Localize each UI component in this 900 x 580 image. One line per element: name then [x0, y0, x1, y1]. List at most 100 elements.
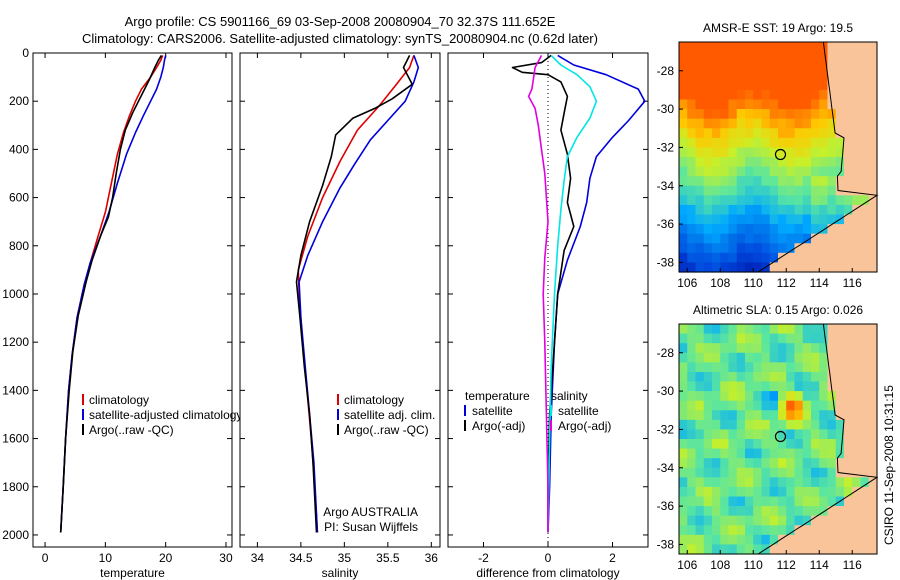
ocean-cell	[794, 458, 804, 469]
land-cell	[844, 61, 853, 72]
land-cell	[852, 233, 862, 244]
ocean-cell	[695, 400, 705, 411]
ocean-cell	[769, 128, 779, 139]
legend-entry: temperature	[465, 389, 530, 403]
ocean-cell	[778, 477, 787, 488]
land-cell	[868, 400, 878, 411]
ocean-cell	[736, 439, 746, 450]
ocean-cell	[753, 439, 763, 450]
ocean-cell	[687, 343, 697, 354]
land-cell	[860, 324, 870, 335]
ocean-cell	[811, 80, 820, 91]
ocean-cell	[819, 137, 829, 149]
ocean-cell	[761, 70, 771, 81]
ocean-cell	[728, 515, 738, 526]
ocean-cell	[720, 243, 730, 254]
ocean-cell	[687, 525, 697, 536]
ocean-cell	[736, 486, 746, 498]
land-cell	[835, 51, 845, 62]
land-cell	[868, 477, 878, 488]
ocean-cell	[679, 137, 688, 149]
temperature-panel: 0 10 20 30 0 200 400 600 800 1000 1200 1400 1600 1800…	[2, 46, 242, 580]
ocean-cell	[695, 458, 705, 469]
ocean-cell	[712, 525, 721, 536]
x-tick-label: 34.5	[289, 551, 313, 565]
ocean-cell	[712, 262, 721, 273]
ocean-cell	[827, 486, 837, 498]
ocean-cell	[778, 458, 787, 469]
ocean-cell	[720, 176, 730, 187]
ocean-cell	[769, 157, 779, 168]
ocean-cell	[695, 439, 705, 450]
ocean-cell	[736, 381, 746, 392]
ocean-cell	[687, 233, 697, 244]
ocean-cell	[745, 214, 754, 225]
coastline	[757, 41, 879, 273]
ocean-cell	[769, 458, 779, 469]
ocean-cell	[753, 448, 763, 459]
ocean-cell	[811, 109, 820, 120]
ocean-cell	[811, 51, 820, 62]
ocean-cell	[720, 70, 730, 81]
ocean-cell	[802, 128, 812, 139]
ocean-cell	[728, 439, 738, 450]
y-tick-label: 1400	[2, 383, 29, 397]
ocean-cell	[835, 204, 845, 216]
ocean-cell	[802, 324, 812, 335]
land-cell	[827, 89, 837, 101]
x-tick-label: 0	[545, 551, 552, 565]
land-cell	[852, 343, 862, 354]
y-tick-label: -28	[657, 346, 675, 360]
ocean-cell	[745, 381, 754, 392]
ocean-cell	[679, 506, 688, 517]
ocean-cell	[794, 157, 804, 168]
ocean-cell	[679, 343, 688, 354]
ocean-cell	[794, 137, 804, 149]
ocean-cell	[827, 166, 837, 177]
ocean-cell	[761, 243, 771, 254]
ocean-cell	[695, 381, 705, 392]
ocean-cell	[695, 157, 705, 168]
ocean-cell	[712, 204, 721, 216]
ocean-cell	[753, 410, 763, 421]
ocean-cell	[687, 166, 697, 177]
x-tick-label: 106	[677, 558, 697, 572]
ocean-cell	[819, 486, 829, 498]
land-cell	[852, 534, 862, 546]
ocean-cell	[728, 371, 738, 383]
land-cell	[811, 262, 820, 273]
ocean-cell	[753, 515, 763, 526]
ocean-cell	[703, 61, 713, 72]
ocean-cell	[794, 109, 804, 120]
land-cell	[852, 371, 862, 383]
land-cell	[860, 515, 870, 526]
ocean-cell	[827, 204, 837, 216]
land-cell	[786, 252, 796, 264]
ocean-cell	[703, 214, 713, 225]
ocean-cell	[802, 410, 812, 421]
land-cell	[868, 99, 878, 110]
y-tick-label: 1600	[2, 432, 29, 446]
ocean-cell	[802, 400, 812, 411]
ocean-cell	[745, 252, 754, 264]
ocean-cell	[761, 343, 771, 354]
ocean-cell	[687, 439, 697, 450]
land-cell	[835, 410, 845, 421]
land-cell	[835, 252, 845, 264]
land-cell	[852, 109, 862, 120]
ocean-cell	[679, 99, 688, 110]
ocean-cell	[736, 128, 746, 139]
ocean-cell	[728, 544, 738, 555]
series-line-satellite	[547, 54, 598, 533]
land-cell	[844, 333, 853, 344]
ocean-cell	[769, 467, 779, 478]
land-cell	[827, 343, 837, 354]
ocean-cell	[811, 429, 820, 440]
ocean-cell	[745, 118, 754, 129]
land-cell	[852, 214, 862, 225]
land-cell	[868, 381, 878, 392]
land-cell	[860, 80, 870, 91]
ocean-cell	[745, 233, 754, 244]
land-cell	[835, 118, 845, 129]
ocean-cell	[720, 109, 730, 120]
